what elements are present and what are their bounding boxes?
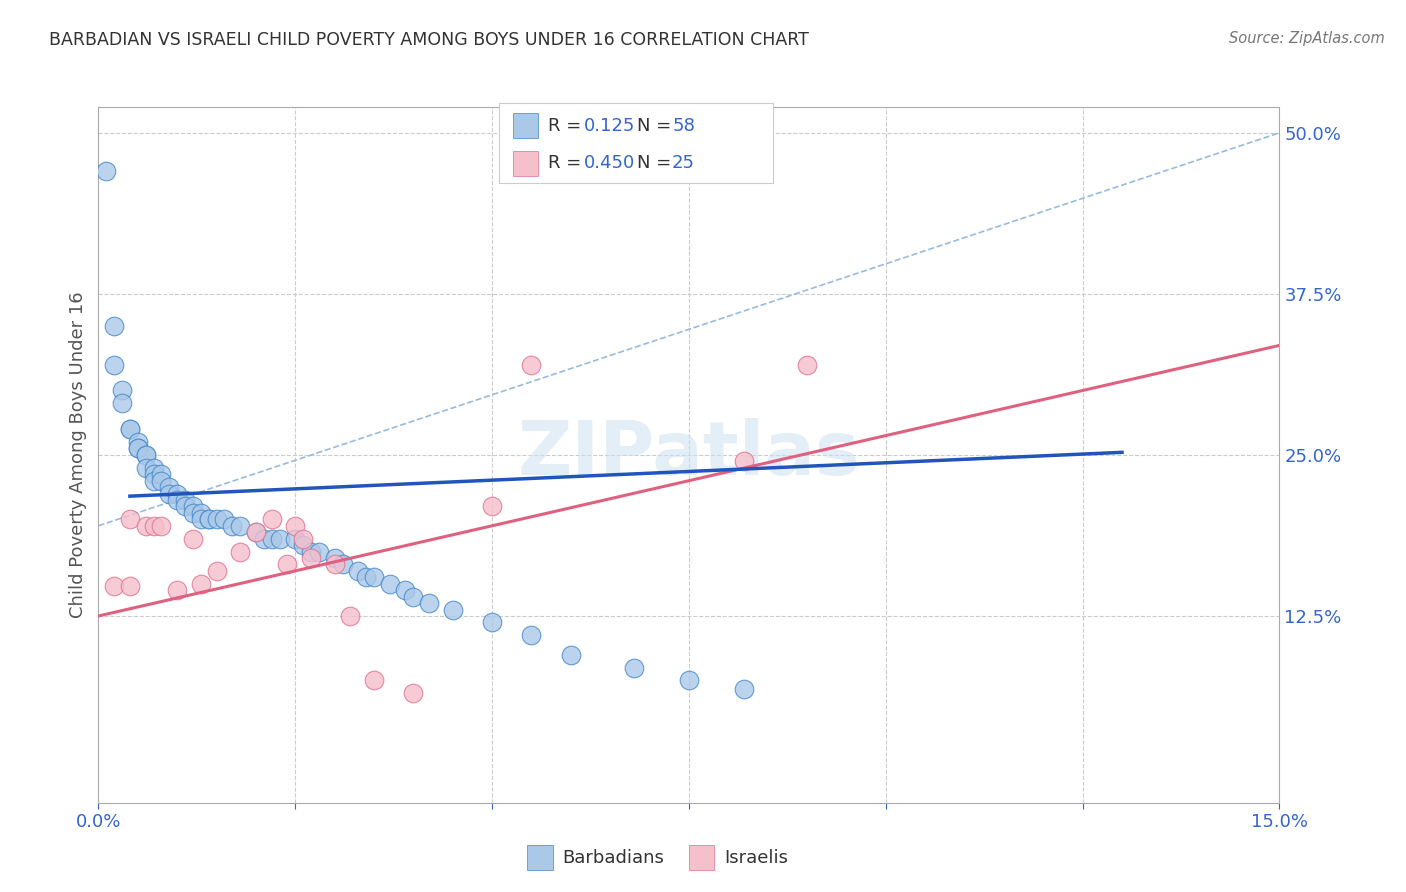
Point	[441, 602, 464, 616]
Point	[142, 467, 165, 482]
Point	[150, 518, 173, 533]
Point	[363, 673, 385, 688]
Point	[135, 460, 157, 475]
Point	[276, 558, 298, 572]
Point	[181, 500, 204, 514]
Point	[174, 493, 197, 508]
Point	[292, 538, 315, 552]
Point	[299, 551, 322, 566]
Point	[323, 558, 346, 572]
Point	[284, 518, 307, 533]
Point	[214, 512, 236, 526]
Point	[135, 518, 157, 533]
Point	[127, 442, 149, 456]
Point	[111, 396, 134, 410]
Point	[260, 512, 283, 526]
Point	[394, 583, 416, 598]
Text: Barbadians: Barbadians	[562, 849, 664, 867]
Point	[166, 493, 188, 508]
Point	[363, 570, 385, 584]
Point	[150, 467, 173, 482]
Point	[190, 512, 212, 526]
Point	[418, 596, 440, 610]
Point	[190, 576, 212, 591]
Point	[796, 358, 818, 372]
Text: R =: R =	[548, 154, 588, 172]
Point	[245, 525, 267, 540]
Point	[284, 532, 307, 546]
Point	[103, 319, 125, 334]
Point	[481, 500, 503, 514]
Point	[245, 525, 267, 540]
Point	[135, 448, 157, 462]
Point	[520, 628, 543, 642]
Text: 25: 25	[672, 154, 695, 172]
Text: R =: R =	[548, 117, 588, 135]
Point	[323, 551, 346, 566]
Point	[166, 486, 188, 500]
Point	[623, 660, 645, 674]
Point	[96, 164, 118, 178]
Point	[111, 384, 134, 398]
Text: ZIPatlas: ZIPatlas	[517, 418, 860, 491]
Point	[347, 564, 370, 578]
Point	[197, 512, 219, 526]
Point	[733, 454, 755, 468]
Point	[118, 579, 141, 593]
Point	[299, 544, 322, 558]
Text: N =: N =	[637, 154, 676, 172]
Point	[142, 460, 165, 475]
Point	[205, 512, 228, 526]
Point	[269, 532, 291, 546]
Point	[221, 518, 243, 533]
Point	[166, 583, 188, 598]
Point	[181, 506, 204, 520]
Point	[181, 532, 204, 546]
Point	[157, 480, 180, 494]
Point	[339, 609, 361, 624]
Point	[174, 500, 197, 514]
Point	[481, 615, 503, 630]
Point	[157, 486, 180, 500]
Point	[118, 422, 141, 436]
Point	[733, 682, 755, 697]
Text: N =: N =	[637, 117, 676, 135]
Point	[190, 506, 212, 520]
Text: 0.125: 0.125	[583, 117, 636, 135]
Point	[308, 544, 330, 558]
Point	[127, 435, 149, 450]
Point	[205, 564, 228, 578]
Point	[229, 544, 252, 558]
Text: Israelis: Israelis	[724, 849, 789, 867]
Point	[135, 448, 157, 462]
Text: BARBADIAN VS ISRAELI CHILD POVERTY AMONG BOYS UNDER 16 CORRELATION CHART: BARBADIAN VS ISRAELI CHILD POVERTY AMONG…	[49, 31, 808, 49]
Point	[253, 532, 276, 546]
Point	[402, 686, 425, 700]
Y-axis label: Child Poverty Among Boys Under 16: Child Poverty Among Boys Under 16	[69, 292, 87, 618]
Point	[103, 358, 125, 372]
Point	[678, 673, 700, 688]
Point	[354, 570, 377, 584]
Point	[260, 532, 283, 546]
Point	[229, 518, 252, 533]
Point	[520, 358, 543, 372]
Text: 0.450: 0.450	[583, 154, 634, 172]
Point	[378, 576, 401, 591]
Point	[197, 512, 219, 526]
Point	[150, 474, 173, 488]
Point	[142, 474, 165, 488]
Text: Source: ZipAtlas.com: Source: ZipAtlas.com	[1229, 31, 1385, 46]
Point	[292, 532, 315, 546]
Point	[142, 518, 165, 533]
Point	[332, 558, 354, 572]
Point	[118, 422, 141, 436]
Point	[127, 442, 149, 456]
Point	[103, 579, 125, 593]
Text: 58: 58	[672, 117, 695, 135]
Point	[118, 512, 141, 526]
Point	[560, 648, 582, 662]
Point	[402, 590, 425, 604]
